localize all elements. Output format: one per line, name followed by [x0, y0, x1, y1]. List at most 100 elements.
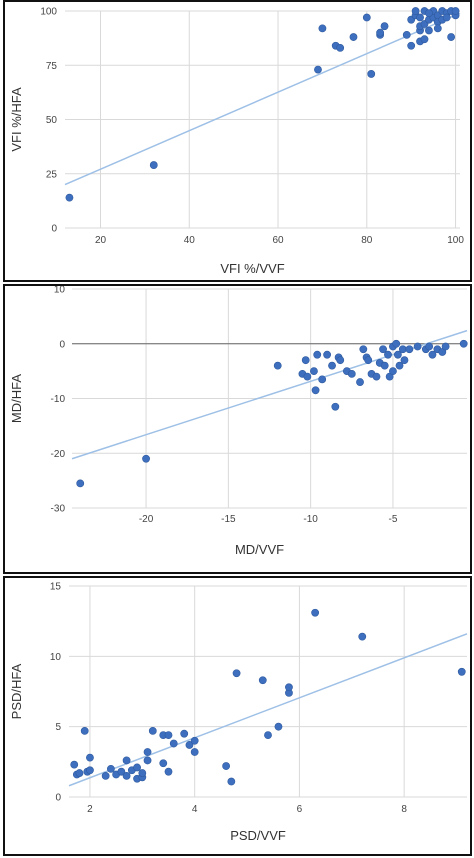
data-point [425, 9, 433, 18]
y-tick-label: -20 [51, 449, 66, 460]
data-point [76, 479, 85, 488]
data-point [362, 13, 371, 22]
data-point [359, 345, 368, 354]
x-tick-label: 60 [272, 235, 284, 246]
data-point [148, 726, 157, 735]
data-point [133, 763, 141, 772]
data-point [86, 753, 94, 762]
data-point [143, 748, 152, 756]
data-point [222, 762, 231, 770]
data-point [379, 345, 387, 354]
trendline [64, 12, 461, 186]
data-point [273, 361, 282, 370]
data-point [356, 378, 364, 386]
data-point [264, 731, 272, 740]
data-point [122, 756, 131, 765]
x-tick-label: -20 [139, 514, 154, 525]
data-point [380, 22, 389, 31]
data-point [86, 766, 94, 775]
y-tick-label: 10 [50, 652, 62, 663]
psd-scatter-chart: 2 4 6 8 0 5 10 15 PSD/VVF PSD/HFA [9, 582, 468, 843]
data-point [323, 350, 332, 359]
data-point [227, 777, 236, 786]
data-point [367, 70, 376, 78]
data-point [328, 361, 336, 370]
y-tick-label: -30 [51, 504, 66, 515]
x-axis-title: VFI %/VVF [220, 261, 284, 276]
data-point [159, 759, 168, 768]
data-point [122, 771, 131, 780]
md-scatter-panel: -20 -15 -10 -5 10 0 -10 -20 -30 MD/VVF MD/HFA [3, 284, 472, 574]
data-point [303, 372, 312, 381]
x-tick-label: 100 [447, 235, 464, 246]
data-point [389, 367, 397, 376]
data-point [392, 339, 401, 348]
data-point [420, 35, 429, 44]
data-point [441, 342, 450, 351]
vfi-scatter-chart: 20 40 60 80 100 0 25 50 75 100 VFI %/VVF VFI %/HFA [9, 7, 464, 277]
data-point [138, 769, 147, 777]
data-point [364, 356, 373, 365]
data-point [258, 676, 267, 685]
data-point [117, 767, 126, 776]
psd-scatter-panel: 2 4 6 8 0 5 10 15 PSD/VVF PSD/HFA [3, 576, 472, 856]
data-point [372, 372, 381, 381]
data-point [311, 386, 320, 395]
data-point [405, 345, 414, 354]
data-point [433, 24, 442, 33]
y-tick-label: 0 [51, 224, 57, 235]
data-point [313, 350, 322, 359]
data-point [393, 350, 402, 359]
vfi-scatter-panel: 20 40 60 80 100 0 25 50 75 100 VFI %/VVF VFI %/HFA [3, 0, 472, 282]
data-point [232, 669, 241, 678]
data-point [425, 26, 433, 35]
data-point [70, 760, 79, 769]
data-point [425, 342, 434, 351]
data-point [180, 729, 189, 738]
data-point [398, 345, 407, 354]
data-point [75, 769, 84, 777]
data-point [380, 361, 389, 370]
data-point [447, 33, 456, 41]
data-point [402, 30, 411, 39]
data-point [407, 41, 416, 50]
data-point [451, 7, 460, 15]
data-point [347, 369, 356, 378]
x-tick-label: -10 [303, 514, 318, 525]
x-axis-title: PSD/VVF [230, 828, 286, 843]
data-point [65, 193, 74, 202]
data-point [310, 367, 318, 376]
y-tick-label: 25 [46, 169, 58, 180]
x-tick-label: -5 [388, 514, 397, 525]
trendline [68, 633, 468, 787]
data-point [164, 731, 173, 740]
data-point [459, 339, 468, 348]
data-point [149, 161, 158, 169]
data-point [301, 356, 310, 365]
y-tick-label: 15 [50, 582, 62, 593]
y-tick-label: 5 [55, 722, 61, 733]
data-point [395, 361, 404, 370]
md-scatter-chart: -20 -15 -10 -5 10 0 -10 -20 -30 MD/VVF MD/HFA [9, 286, 468, 557]
data-point [376, 28, 385, 37]
data-point [190, 736, 199, 745]
y-tick-label: 0 [59, 339, 65, 350]
x-tick-label: -15 [221, 514, 236, 525]
data-point [457, 667, 466, 676]
data-point [143, 756, 152, 765]
y-axis-title: MD/HFA [9, 374, 24, 423]
data-point [311, 608, 320, 617]
data-point [142, 454, 150, 463]
y-axis-title: VFI %/HFA [9, 87, 24, 152]
x-tick-label: 80 [361, 235, 373, 246]
x-axis-title: MD/VVF [235, 542, 284, 557]
data-point [169, 739, 178, 748]
x-tick-label: 40 [184, 235, 196, 246]
data-point [185, 741, 194, 749]
data-point [349, 33, 358, 41]
data-point [413, 342, 422, 351]
x-tick-label: 2 [87, 804, 93, 815]
y-axis-title: PSD/HFA [9, 663, 24, 719]
data-point [442, 13, 451, 22]
data-point [358, 632, 367, 641]
